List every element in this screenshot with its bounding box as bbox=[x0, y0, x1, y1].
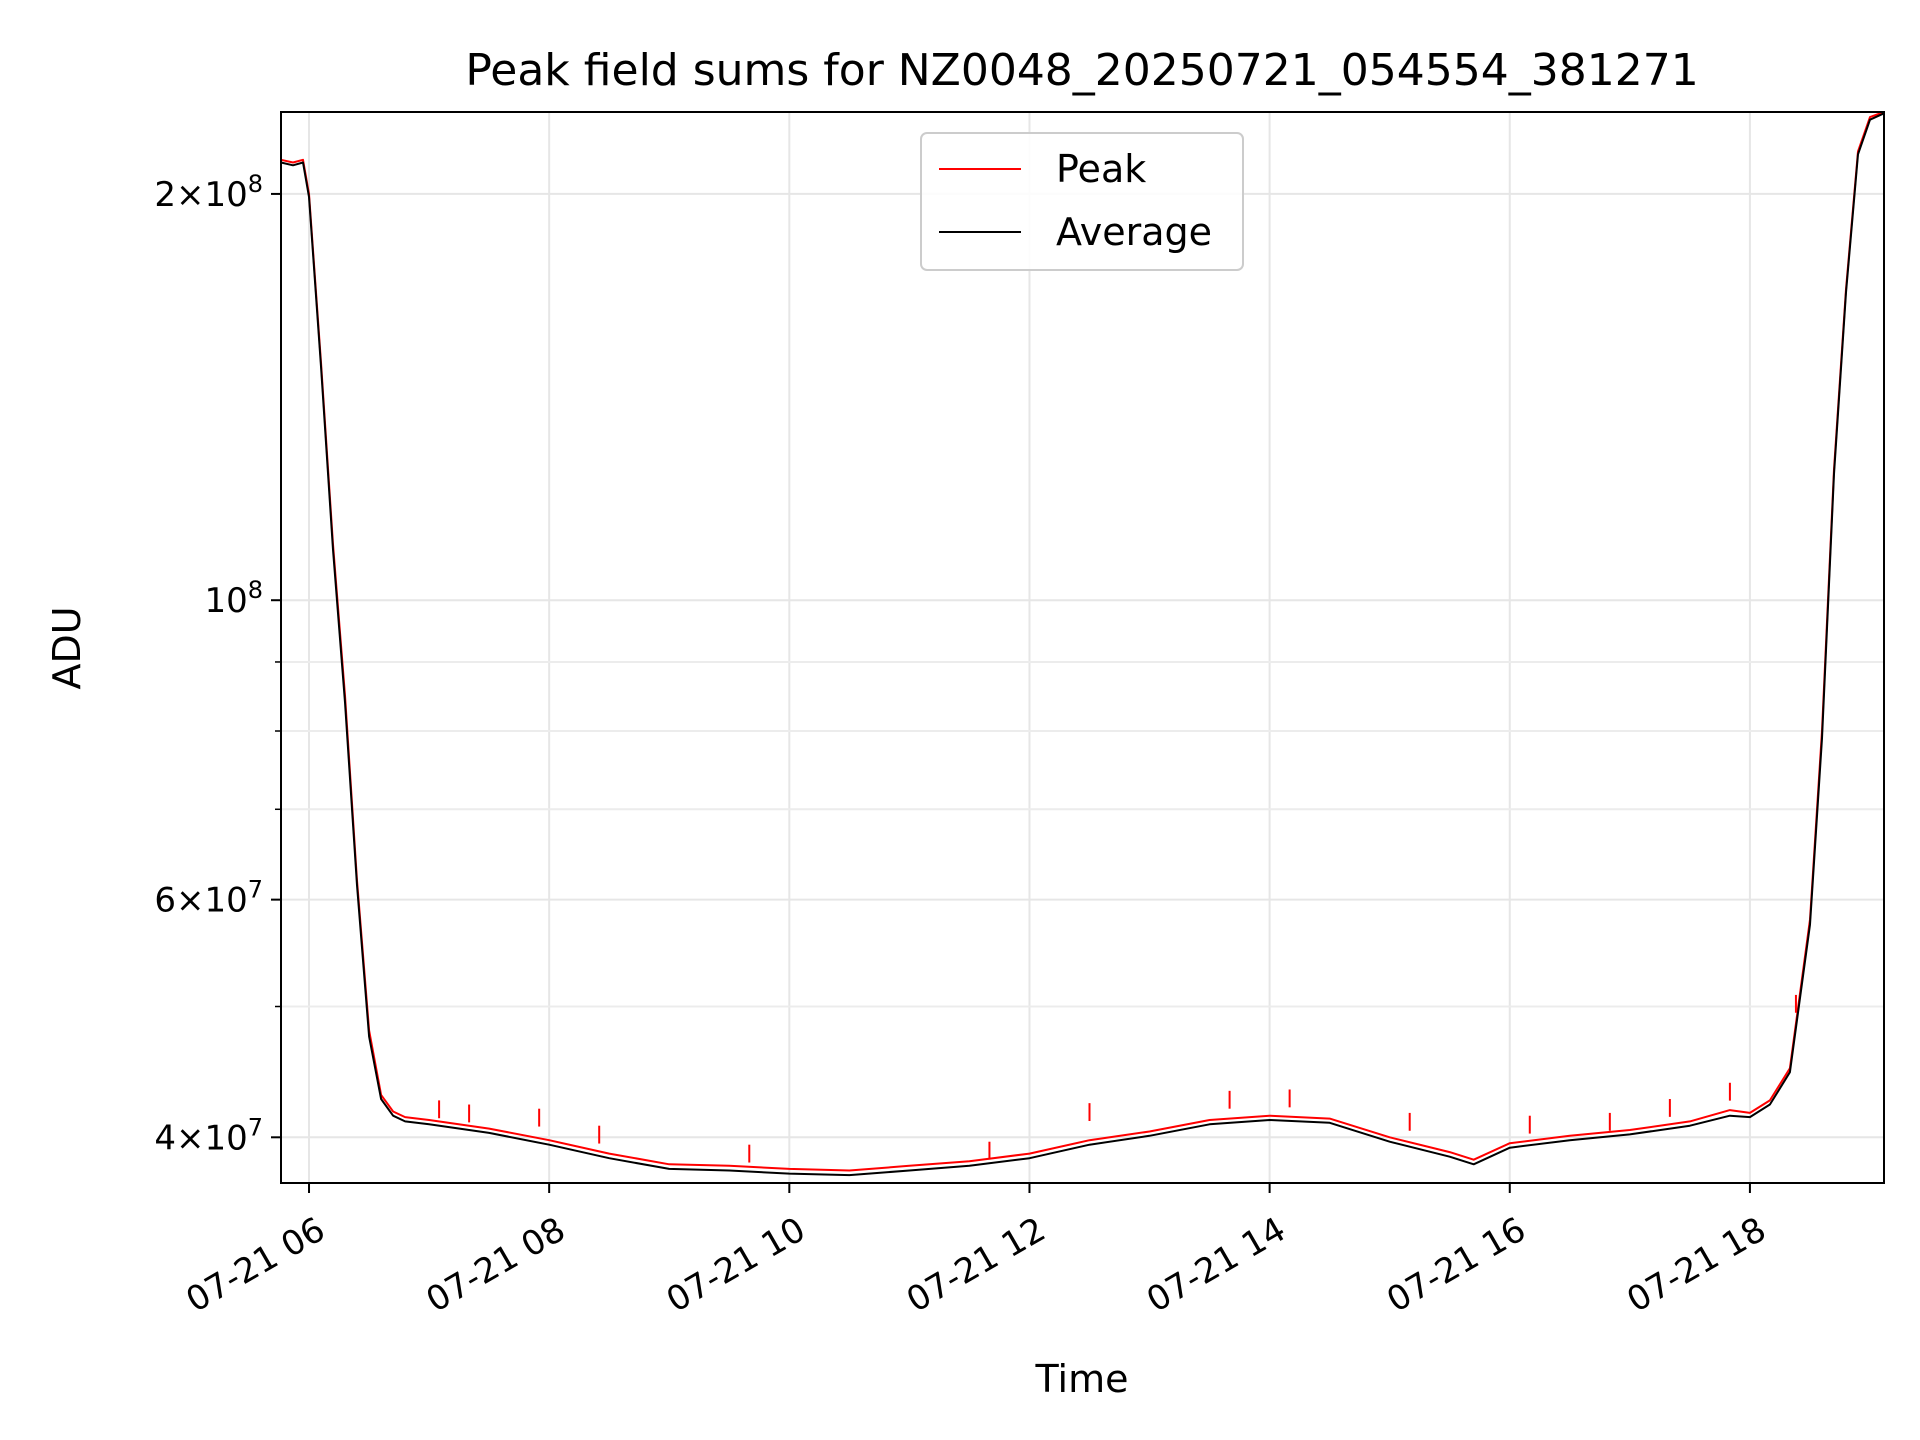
legend: Peak Average bbox=[920, 132, 1244, 271]
plot-frame bbox=[280, 111, 1885, 1184]
y-tick-label: 6×107 bbox=[154, 876, 263, 921]
series-layer bbox=[280, 111, 1885, 1177]
y-tick-label: 2×108 bbox=[154, 170, 263, 215]
y-tick-label: 4×107 bbox=[154, 1113, 263, 1158]
y-axis: 4×107 6×107 108 2×108 bbox=[154, 170, 281, 1158]
legend-label-peak: Peak bbox=[1056, 147, 1146, 191]
series-line-average bbox=[280, 112, 1885, 1177]
legend-label-average: Average bbox=[1056, 210, 1212, 254]
legend-box bbox=[920, 132, 1244, 271]
chart-title: Peak field sums for NZ0048_20250721_0545… bbox=[465, 45, 1698, 96]
y-axis-label: ADU bbox=[45, 606, 89, 689]
x-axis-label: Time bbox=[1035, 1357, 1129, 1401]
y-tick-label: 108 bbox=[204, 576, 263, 621]
